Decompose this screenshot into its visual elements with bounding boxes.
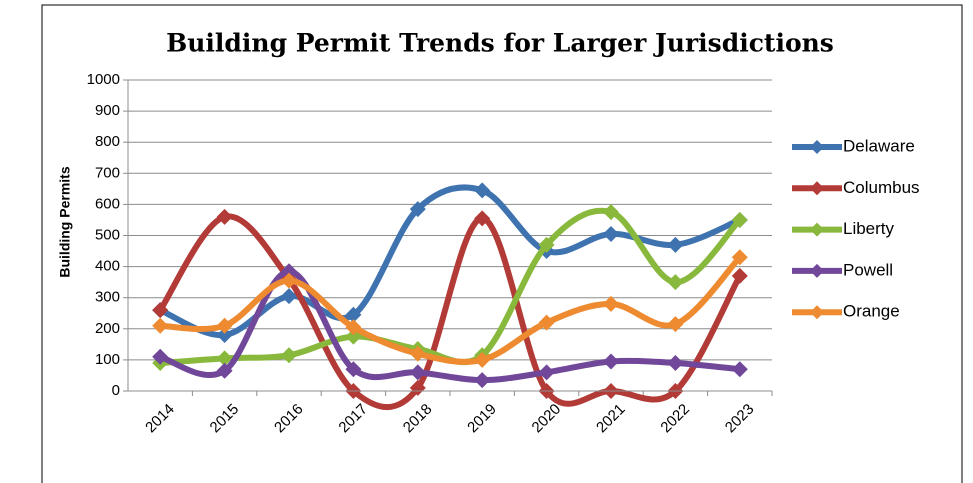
data-marker <box>603 204 619 221</box>
data-marker <box>603 225 619 242</box>
data-marker <box>667 316 684 333</box>
data-marker <box>216 350 233 367</box>
legend-label: Powell <box>843 260 893 279</box>
y-tick-label: 0 <box>112 382 120 399</box>
data-marker <box>409 364 426 381</box>
legend-label: Columbus <box>843 178 920 197</box>
legend-marker <box>810 222 824 237</box>
data-marker <box>345 319 362 336</box>
data-marker <box>409 379 426 396</box>
data-marker <box>603 295 619 312</box>
data-marker <box>731 267 748 284</box>
data-marker <box>409 345 426 362</box>
legend-marker <box>810 140 824 154</box>
data-marker <box>281 347 297 364</box>
legend-label: Orange <box>843 302 900 321</box>
data-marker <box>345 306 362 323</box>
data-marker <box>603 353 619 370</box>
data-marker <box>281 288 297 305</box>
data-marker <box>474 210 491 227</box>
legend-marker <box>810 181 824 196</box>
data-marker <box>474 351 491 368</box>
data-marker <box>152 302 169 319</box>
data-marker <box>152 317 169 334</box>
data-marker <box>281 263 297 280</box>
y-tick-label: 1000 <box>87 71 120 88</box>
legend-label: Delaware <box>843 136 915 155</box>
series-line <box>157 254 743 365</box>
data-marker <box>538 236 555 253</box>
chart-title: Building Permit Trends for Larger Jurisd… <box>166 29 834 58</box>
legend-marker <box>810 263 824 278</box>
series-line <box>157 268 743 384</box>
legend-label: Liberty <box>843 219 895 238</box>
data-marker <box>731 211 748 228</box>
y-tick-label: 700 <box>95 164 120 181</box>
data-marker <box>281 272 297 289</box>
y-tick-label: 900 <box>95 102 120 119</box>
y-tick-label: 800 <box>95 133 120 150</box>
data-marker <box>152 348 169 365</box>
data-marker <box>538 314 555 331</box>
data-marker <box>345 361 362 378</box>
y-axis-label: Building Permits <box>57 166 73 277</box>
data-marker <box>474 182 491 199</box>
data-marker <box>474 372 491 389</box>
y-tick-label: 400 <box>95 258 120 275</box>
data-marker <box>667 274 684 291</box>
data-marker <box>667 236 684 253</box>
y-tick-label: 200 <box>95 320 120 337</box>
y-tick-label: 500 <box>95 226 120 243</box>
y-tick-label: 300 <box>95 289 120 306</box>
y-tick-label: 100 <box>95 351 120 368</box>
data-marker <box>667 355 684 372</box>
data-marker <box>216 208 233 225</box>
data-marker <box>731 361 748 378</box>
data-marker <box>538 364 555 381</box>
data-marker <box>216 317 233 334</box>
data-marker <box>216 327 233 344</box>
series-line <box>157 213 743 411</box>
y-tick-label: 600 <box>95 195 120 212</box>
legend-marker <box>810 305 824 320</box>
data-marker <box>216 362 233 379</box>
data-marker <box>409 201 426 218</box>
data-marker <box>731 249 748 266</box>
